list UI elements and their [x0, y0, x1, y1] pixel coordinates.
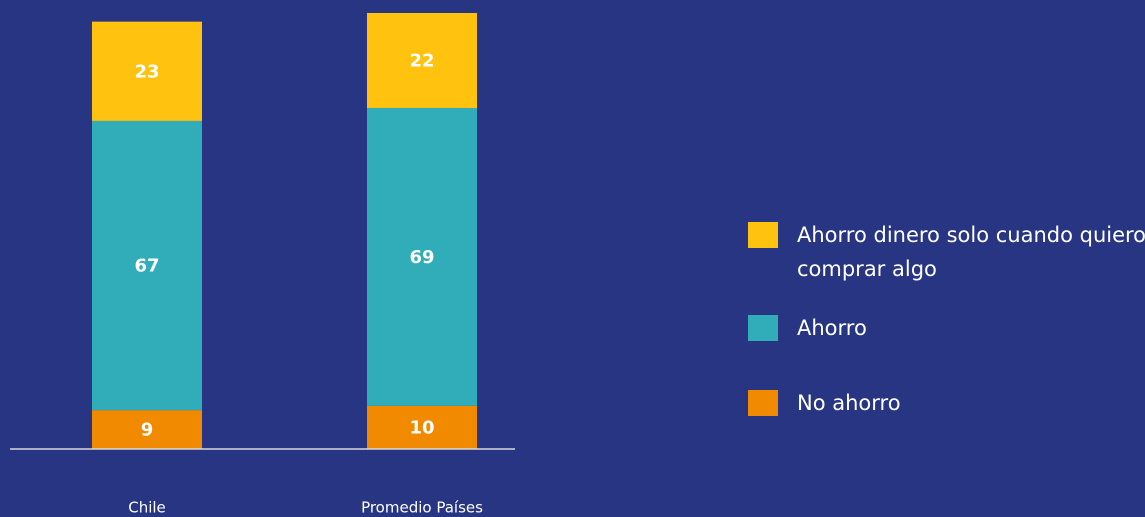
x-tick-label: Promedio Países	[361, 499, 483, 517]
data-label: 10	[409, 417, 434, 438]
bar-segment	[367, 107, 477, 406]
legend-label: Ahorro dinero solo cuando quiero comprar…	[797, 223, 1145, 281]
data-label: 67	[134, 256, 159, 277]
data-label: 22	[409, 50, 434, 71]
legend-swatch	[748, 390, 778, 416]
legend-entry: Ahorro dinero solo cuando quiero comprar…	[748, 218, 1145, 286]
data-label: 69	[409, 247, 434, 268]
data-label: 9	[141, 420, 154, 441]
legend-swatch	[748, 222, 778, 248]
legend-label: Ahorro	[797, 316, 867, 340]
legend-entry: Ahorro	[748, 311, 1145, 345]
bar-segment	[92, 21, 202, 121]
legend-swatch	[748, 315, 778, 341]
bar-segment	[367, 13, 477, 108]
legend-label: No ahorro	[797, 391, 901, 415]
data-label: 23	[134, 61, 159, 82]
legend-entry: No ahorro	[748, 386, 1145, 420]
x-tick-label: Chile	[128, 499, 166, 517]
bar-segment	[367, 405, 477, 449]
bar-segment	[92, 410, 202, 449]
bar-segment	[92, 120, 202, 411]
